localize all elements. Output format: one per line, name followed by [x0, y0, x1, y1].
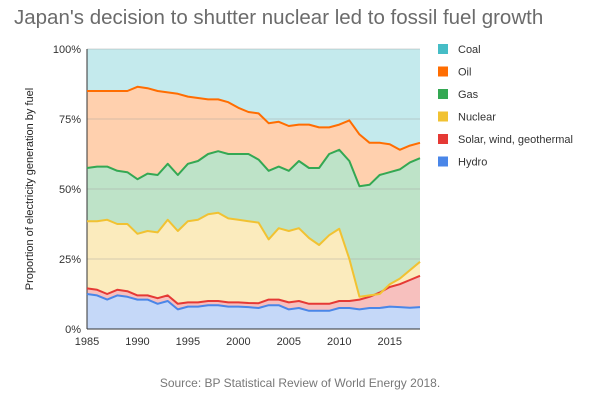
- legend-swatch: [438, 111, 448, 122]
- x-tick-label: 2005: [277, 336, 301, 348]
- legend-label: Solar, wind, geothermal: [458, 134, 573, 146]
- x-tick-label: 2000: [226, 336, 250, 348]
- line-gas: [86, 148, 421, 188]
- area-hydro: [87, 294, 420, 329]
- line-hydro: [86, 293, 421, 312]
- legend-swatch: [438, 44, 448, 54]
- source-note: Source: BP Statistical Review of World E…: [159, 376, 441, 390]
- y-tick-label: 0%: [65, 324, 81, 336]
- area-layer: [87, 49, 420, 329]
- x-tick-label: 1990: [125, 336, 149, 348]
- legend-label: Hydro: [458, 157, 487, 169]
- legend-label: Oil: [458, 67, 471, 79]
- y-tick-label: 75%: [59, 114, 81, 126]
- legend-label: Gas: [458, 89, 479, 101]
- legend: Coal Oil Gas Nuclear Solar, wind, geothermal…: [438, 44, 573, 169]
- legend-swatch: [438, 134, 448, 144]
- y-axis-ticks: 0% 25% 50% 75% 100%: [53, 44, 81, 336]
- legend-label: Nuclear: [458, 112, 496, 124]
- area-nuclear: [87, 212, 420, 304]
- grid-lines: [86, 48, 420, 330]
- line-oil: [87, 85, 421, 151]
- x-tick-label: 1985: [75, 336, 99, 348]
- series-lines: [86, 85, 421, 312]
- x-axis-ticks: 1985 1990 1995 2000 2005 2010 2015: [75, 336, 402, 348]
- area-oil: [87, 86, 420, 187]
- legend-swatch: [438, 156, 448, 167]
- y-tick-label: 100%: [53, 44, 81, 56]
- legend-label: Coal: [458, 44, 481, 56]
- line-nuclear: [87, 211, 421, 298]
- legend-swatch: [438, 66, 448, 77]
- x-tick-label: 1995: [176, 336, 200, 348]
- chart-title: Japan's decision to shutter nuclear led …: [14, 6, 544, 29]
- y-tick-label: 50%: [59, 184, 81, 196]
- legend-swatch: [438, 89, 448, 99]
- line-solar-wind-geothermal: [86, 274, 421, 305]
- x-tick-label: 2015: [377, 336, 401, 348]
- x-tick-label: 2010: [327, 336, 351, 348]
- area-gas: [87, 149, 420, 297]
- y-tick-label: 25%: [59, 254, 81, 266]
- y-axis-label: Proportion of electricity generation by …: [24, 88, 36, 290]
